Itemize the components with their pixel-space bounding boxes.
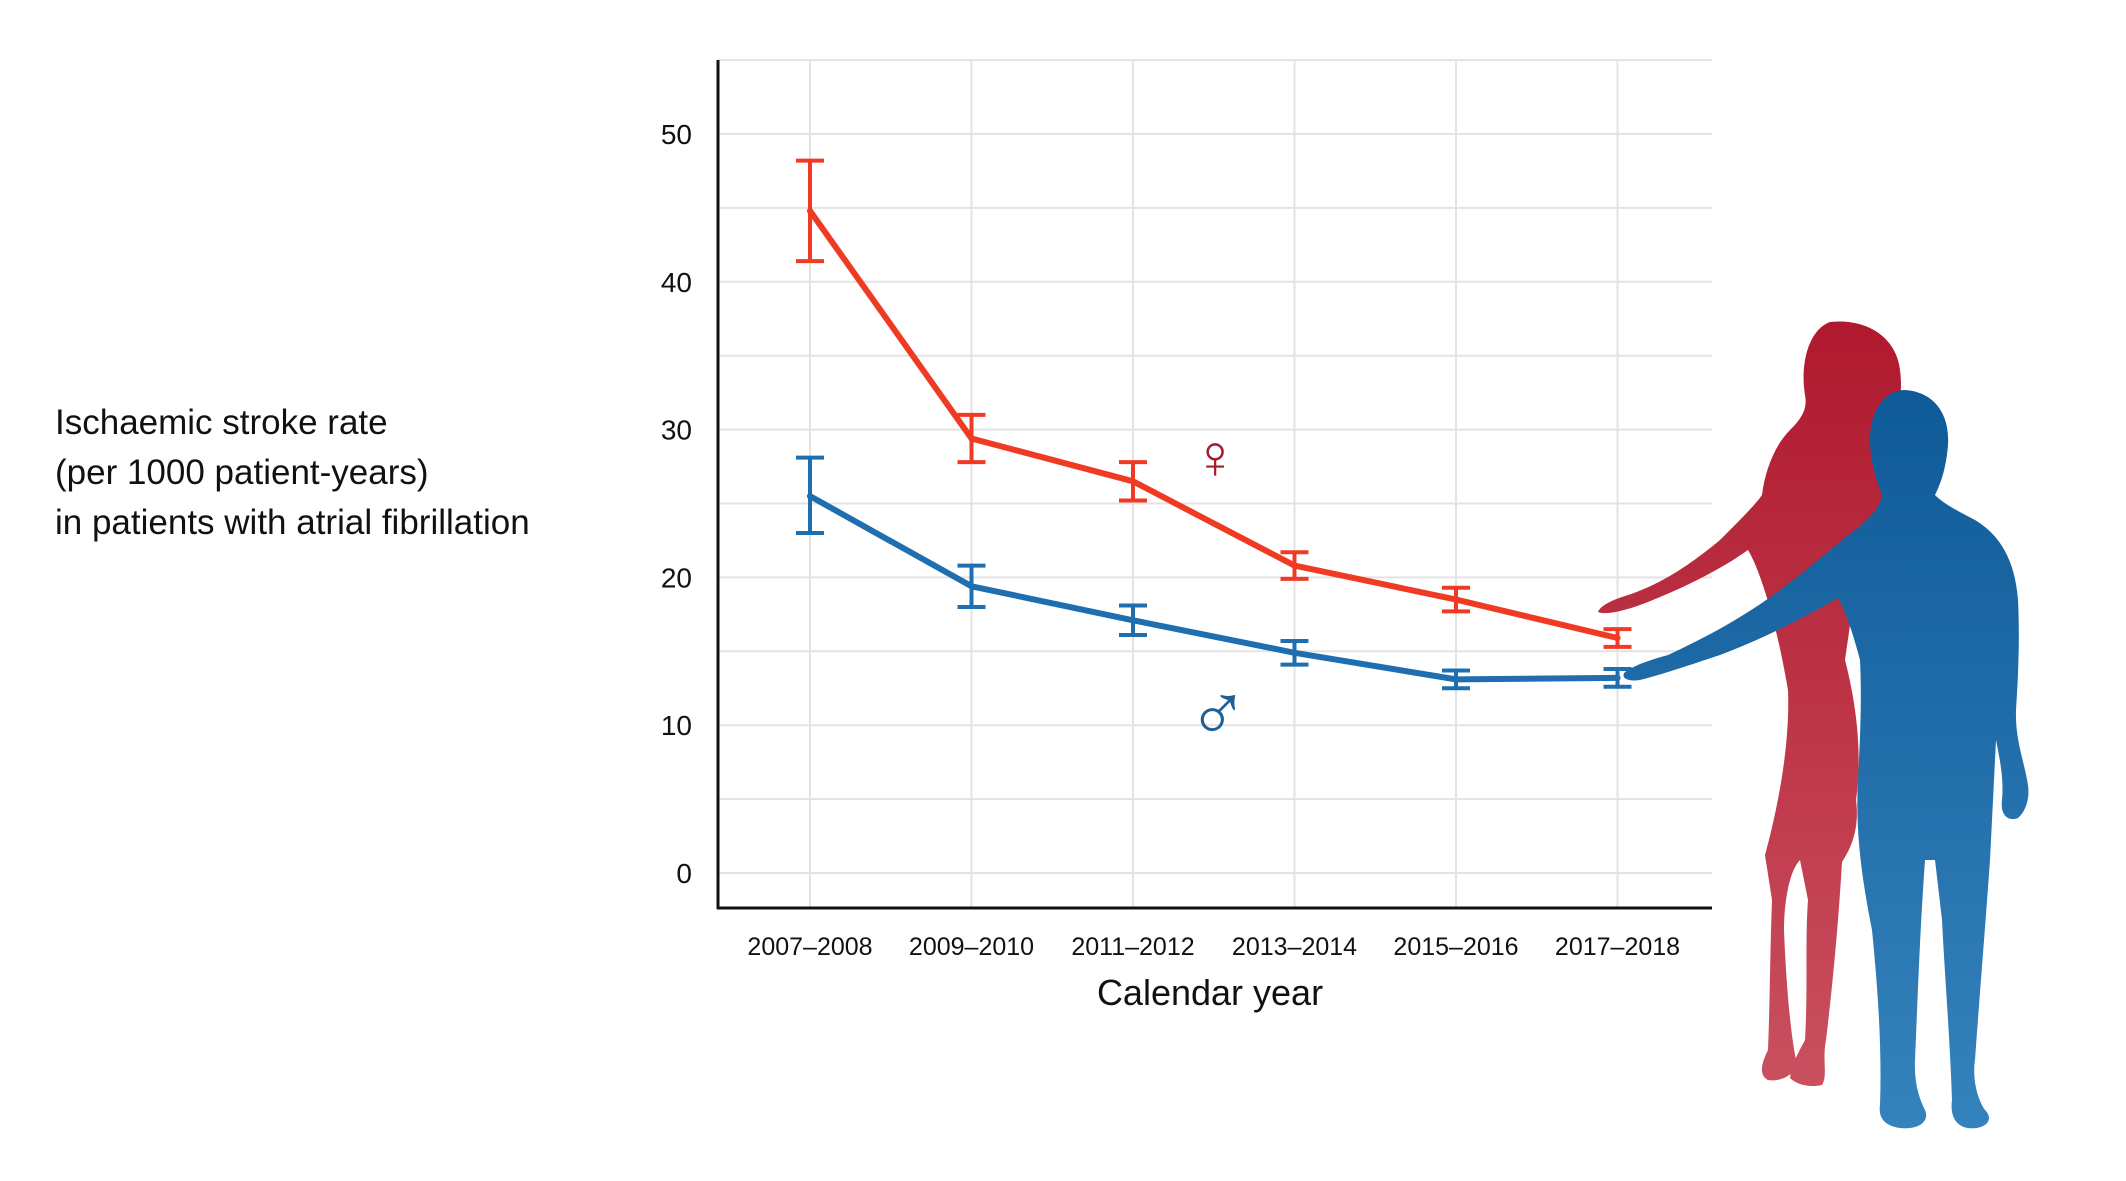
y-axis-title-line-2: (per 1000 patient-years) xyxy=(55,453,429,492)
series-0: ♀ xyxy=(796,158,1632,649)
y-tick-label: 20 xyxy=(661,562,692,593)
data-point xyxy=(1614,634,1621,641)
x-tick-label: 2017–2018 xyxy=(1555,933,1680,961)
x-tick-label: 2015–2016 xyxy=(1393,933,1518,961)
chart-axes xyxy=(716,60,1712,910)
y-tick-labels: 0 10 20 30 40 50 xyxy=(661,119,692,889)
data-point xyxy=(1291,562,1298,569)
y-tick-label: 40 xyxy=(661,267,692,298)
series-1: ♂ xyxy=(796,455,1632,756)
y-tick-label: 0 xyxy=(676,858,692,889)
y-tick-label: 30 xyxy=(661,415,692,446)
y-tick-label: 50 xyxy=(661,119,692,150)
male-symbol-icon: ♂ xyxy=(1187,665,1249,756)
data-point xyxy=(1453,676,1459,683)
series-line xyxy=(807,493,1621,683)
woman-silhouette xyxy=(1598,321,1901,1087)
data-point xyxy=(1130,478,1136,485)
man-silhouette xyxy=(1623,390,2029,1129)
y-tick-label: 10 xyxy=(661,710,692,741)
data-point xyxy=(807,493,813,500)
y-axis-title-line-3: in patients with atrial fibrillation xyxy=(55,503,530,542)
data-point xyxy=(807,207,813,214)
chart-series: ♀♂ xyxy=(796,158,1632,756)
female-symbol-icon: ♀ xyxy=(1192,423,1239,492)
x-tick-labels: 2007–2008 2009–2010 2011–2012 2013–2014 2015… xyxy=(747,933,1680,961)
couple-silhouette-icon xyxy=(1598,321,2029,1129)
x-tick-label: 2007–2008 xyxy=(747,933,872,961)
y-axis-title: Ischaemic stroke rate (per 1000 patient-… xyxy=(55,398,655,548)
data-point xyxy=(968,435,975,442)
data-point xyxy=(1614,674,1621,681)
y-axis-title-line-1: Ischaemic stroke rate xyxy=(55,403,388,442)
data-point xyxy=(968,583,975,590)
x-tick-label: 2011–2012 xyxy=(1071,933,1194,961)
data-point xyxy=(1130,617,1136,624)
data-point xyxy=(1453,596,1459,603)
data-point xyxy=(1291,649,1298,656)
x-tick-label: 2013–2014 xyxy=(1232,933,1357,961)
series-line xyxy=(807,207,1621,641)
x-axis-title: Calendar year xyxy=(1097,972,1323,1013)
x-tick-label: 2009–2010 xyxy=(909,933,1034,961)
chart-gridlines xyxy=(718,59,1712,908)
